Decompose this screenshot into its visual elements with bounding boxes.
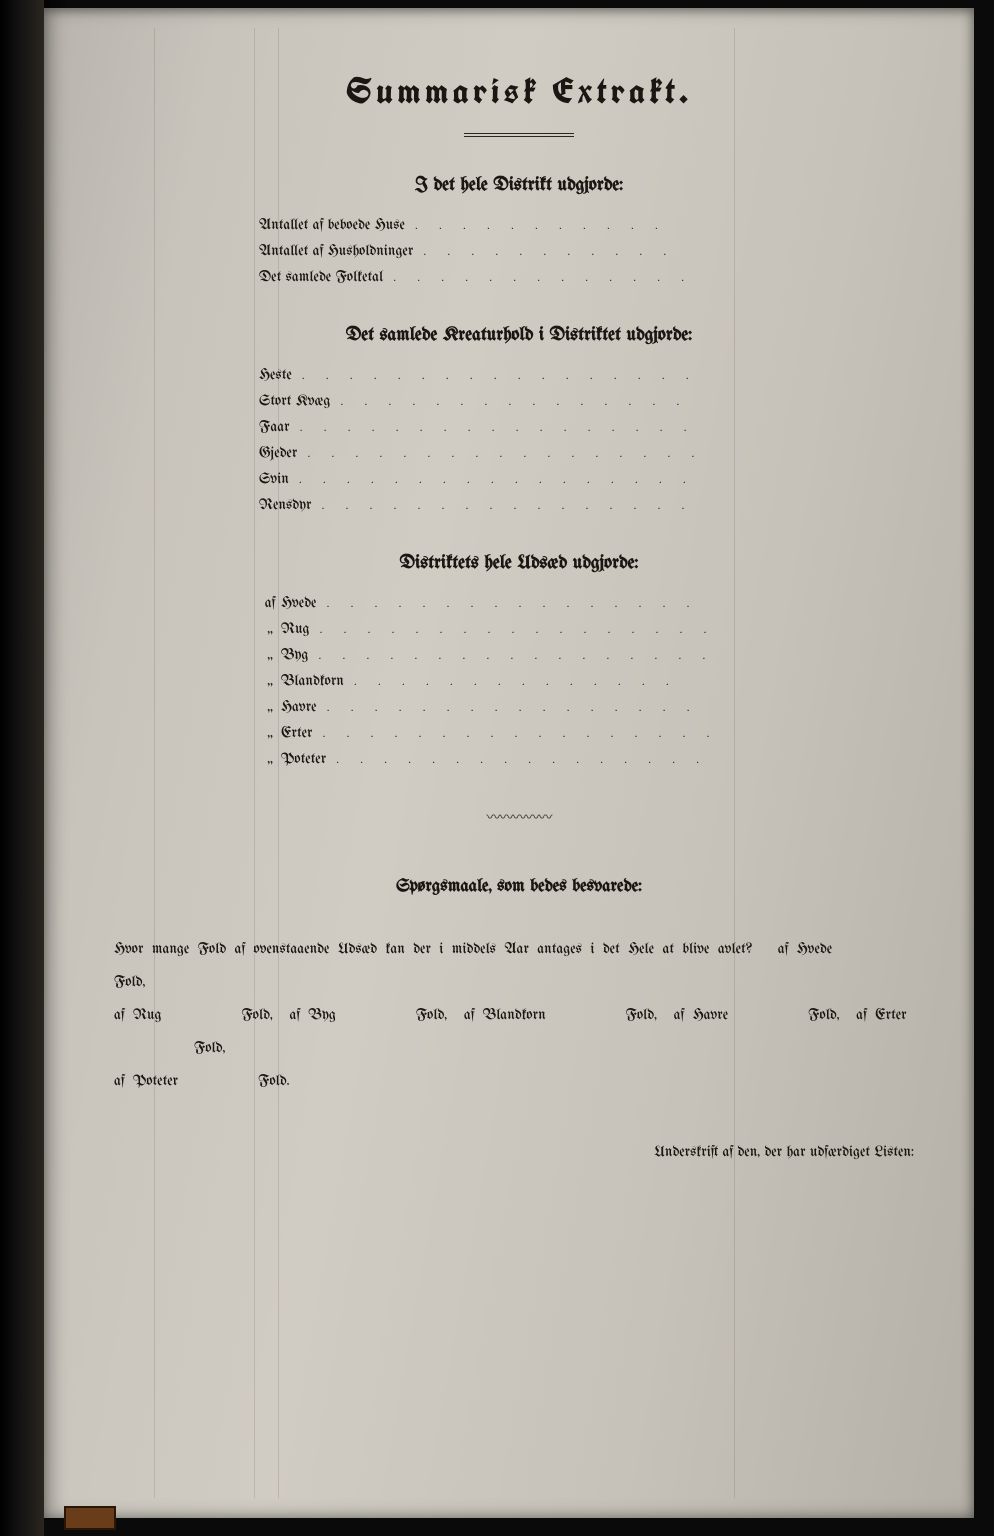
section1-heading: I det hele Distrikt udgjorde:	[104, 175, 934, 195]
signature-line: Underskrift af den, der har udfærdiget L…	[104, 1144, 934, 1160]
row-label: Rug	[281, 621, 309, 637]
table-row: „Poteter. . . . . . . . . . . . . . . .	[259, 751, 779, 767]
document-page: Summarisk Extrakt. I det hele Distrikt u…	[44, 8, 974, 1518]
table-row: „Blandkorn. . . . . . . . . . . . . .	[259, 673, 779, 689]
title-rule	[464, 133, 574, 137]
row-label: Blandkorn	[281, 673, 344, 689]
question-item-label: af Blandkorn	[464, 1007, 546, 1023]
table-row: Faar. . . . . . . . . . . . . . . . .	[259, 419, 779, 435]
question-item-unit: Fold,	[241, 1007, 272, 1023]
table-row: Rensdyr. . . . . . . . . . . . . . . .	[259, 497, 779, 513]
section2-block: Heste. . . . . . . . . . . . . . . . . S…	[259, 367, 779, 513]
table-row: Svin. . . . . . . . . . . . . . . . .	[259, 471, 779, 487]
ledger-rule	[734, 28, 735, 1498]
bookmark-tab	[64, 1506, 116, 1530]
leader-dots: . . . . . . . . . . .	[405, 218, 749, 233]
questions-block: Spørgsmaale, som bedes besvarede: Hvor m…	[114, 867, 924, 1098]
question-item-unit: Fold,	[194, 1040, 225, 1056]
leader-dots: . . . . . . . . . . . . . . . . .	[313, 726, 750, 741]
leader-dots: . . . . . . . . . . . . . . .	[330, 394, 749, 409]
book-binding	[0, 0, 44, 1536]
leader-dots: . . . . . . . . . . . . . .	[344, 674, 749, 689]
table-row: Stort Kvæg. . . . . . . . . . . . . . .	[259, 393, 779, 409]
table-row: Det samlede Folketal . . . . . . . . . .…	[259, 269, 779, 285]
question-item-unit: Fold.	[258, 1073, 289, 1089]
table-row: „Rug. . . . . . . . . . . . . . . . .	[259, 621, 779, 637]
leader-dots: . . . . . . . . . . . . . . . . .	[290, 420, 749, 435]
questions-heading: Spørgsmaale, som bedes besvarede:	[114, 867, 924, 907]
questions-lead: Hvor mange Fold af ovenstaaende Udsæd ka…	[114, 941, 753, 957]
table-row: Heste. . . . . . . . . . . . . . . . .	[259, 367, 779, 383]
ledger-rule	[278, 28, 279, 1498]
section3-heading: Distriktets hele Udsæd udgjorde:	[104, 553, 934, 573]
section3-block: afHvede. . . . . . . . . . . . . . . . „…	[259, 595, 779, 767]
leader-dots: . . . . . . . . . . . . . . . . .	[297, 446, 749, 461]
table-row: „Byg. . . . . . . . . . . . . . . . .	[259, 647, 779, 663]
question-item-unit: Fold,	[416, 1007, 447, 1023]
divider-wavy: 〰〰〰〰〰	[464, 807, 574, 827]
leader-dots: . . . . . . . . . . . . . . . .	[316, 596, 749, 611]
table-row: Antallet af Husholdninger . . . . . . . …	[259, 243, 779, 259]
leader-dots: . . . . . . . . . . .	[413, 244, 749, 259]
row-label: Hvede	[281, 595, 316, 611]
table-row: Gjeder. . . . . . . . . . . . . . . . .	[259, 445, 779, 461]
leader-dots: . . . . . . . . . . . . . . . .	[326, 752, 749, 767]
ledger-rule	[154, 28, 155, 1498]
question-item-label: af Poteter	[114, 1073, 178, 1089]
row-label: Rensdyr	[259, 497, 311, 513]
section2-heading: Det samlede Kreaturhold i Distriktet udg…	[104, 325, 934, 345]
question-item-label: af Byg	[289, 1007, 335, 1023]
table-row: afHvede. . . . . . . . . . . . . . . .	[259, 595, 779, 611]
row-label: Stort Kvæg	[259, 393, 330, 409]
row-label: Erter	[281, 725, 313, 741]
question-item-unit: Fold,	[114, 974, 145, 990]
row-label: Poteter	[281, 751, 326, 767]
question-item-unit: Fold,	[626, 1007, 657, 1023]
row-label: Byg	[281, 647, 308, 663]
leader-dots: . . . . . . . . . . . . .	[383, 270, 749, 285]
table-row: Antallet af beboede Huse . . . . . . . .…	[259, 217, 779, 233]
leader-dots: . . . . . . . . . . . . . . . . .	[308, 648, 749, 663]
ledger-rule	[254, 28, 255, 1498]
page-title: Summarisk Extrakt.	[104, 68, 934, 115]
question-item-label: af Erter	[856, 1007, 906, 1023]
leader-dots: . . . . . . . . . . . . . . . . .	[309, 622, 749, 637]
leader-dots: . . . . . . . . . . . . . . . . .	[289, 472, 749, 487]
leader-dots: . . . . . . . . . . . . . . . .	[317, 700, 749, 715]
table-row: „Erter. . . . . . . . . . . . . . . . .	[259, 725, 779, 741]
question-item-unit: Fold,	[808, 1007, 839, 1023]
leader-dots: . . . . . . . . . . . . . . . .	[311, 498, 749, 513]
row-label: Antallet af beboede Huse	[259, 217, 405, 233]
question-item-label: af Hvede	[778, 941, 832, 957]
row-label: Heste	[259, 367, 292, 383]
table-row: „Havre. . . . . . . . . . . . . . . .	[259, 699, 779, 715]
question-item-label: af Havre	[674, 1007, 729, 1023]
row-label: Havre	[281, 699, 317, 715]
questions-body: Hvor mange Fold af ovenstaaende Udsæd ka…	[114, 933, 924, 1098]
leader-dots: . . . . . . . . . . . . . . . . .	[292, 368, 749, 383]
row-label: Svin	[259, 471, 289, 487]
row-label: Faar	[259, 419, 290, 435]
row-label: Antallet af Husholdninger	[259, 243, 413, 259]
section1-block: Antallet af beboede Huse . . . . . . . .…	[259, 217, 779, 285]
